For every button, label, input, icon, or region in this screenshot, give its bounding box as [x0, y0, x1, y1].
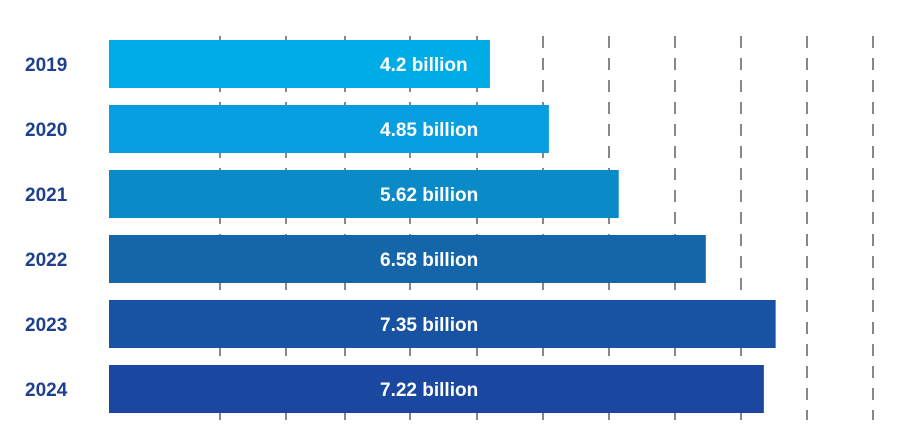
category-label-2019: 2019 — [25, 55, 67, 76]
category-label-2023: 2023 — [25, 315, 67, 336]
value-label-2023: 7.35 billion — [380, 315, 478, 336]
bar-2023 — [109, 300, 776, 348]
bar-2019 — [109, 40, 490, 88]
category-label-2022: 2022 — [25, 250, 67, 271]
value-label-2022: 6.58 billion — [380, 250, 478, 271]
category-label-2020: 2020 — [25, 120, 67, 141]
bar-2024 — [109, 365, 764, 413]
value-label-2020: 4.85 billion — [380, 120, 478, 141]
category-label-2021: 2021 — [25, 185, 68, 206]
bar-2020 — [109, 105, 549, 153]
labels: 2019 4.2 billion 2020 4.85 billion 2021 5.62 … — [25, 55, 478, 401]
value-label-2024: 7.22 billion — [380, 380, 478, 401]
category-label-2024: 2024 — [25, 380, 68, 401]
value-label-2019: 4.2 billion — [380, 55, 468, 76]
bars — [109, 40, 776, 413]
bar-2022 — [109, 235, 706, 283]
value-label-2021: 5.62 billion — [380, 185, 478, 206]
bar-2021 — [109, 170, 619, 218]
gridlines — [219, 36, 874, 420]
